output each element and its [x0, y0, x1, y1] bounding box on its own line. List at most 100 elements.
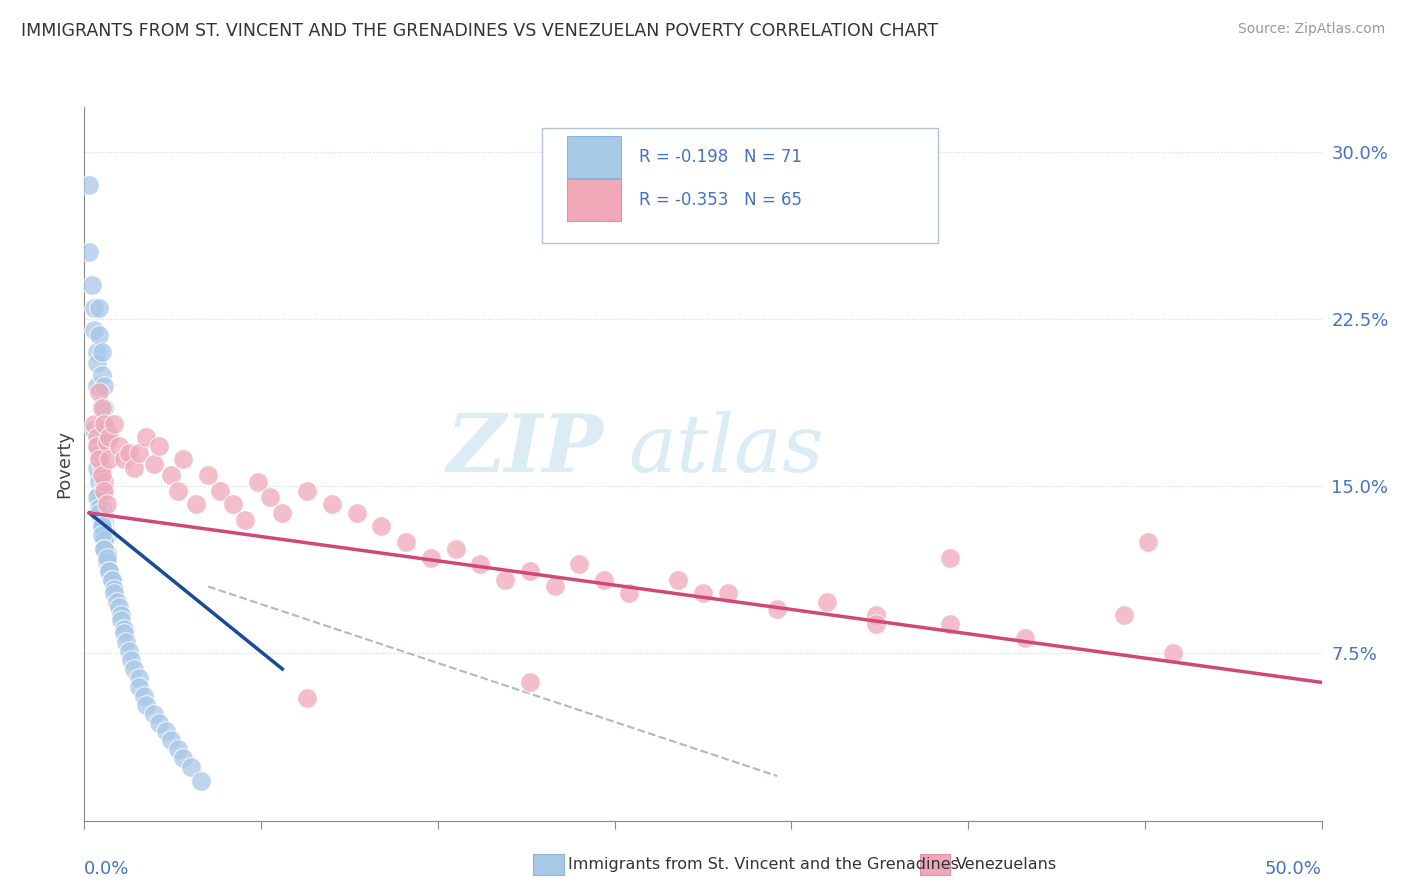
Point [155, 724, 177, 739]
Point [83, 301, 105, 315]
Point [167, 483, 190, 498]
Point [93, 401, 115, 416]
Point [89, 385, 111, 400]
Point [100, 573, 122, 587]
Point [815, 595, 838, 609]
Point [105, 595, 128, 609]
Point [494, 573, 516, 587]
Point [83, 323, 105, 337]
Point [90, 483, 112, 498]
Point [112, 626, 135, 640]
Point [1137, 534, 1160, 549]
Point [100, 573, 122, 587]
Point [110, 613, 132, 627]
Point [135, 698, 157, 712]
Point [83, 424, 105, 438]
Point [93, 541, 115, 556]
Point [939, 617, 962, 632]
Point [419, 550, 441, 565]
Point [89, 506, 111, 520]
Point [395, 534, 418, 549]
Point [142, 457, 165, 471]
Point [89, 445, 111, 460]
Point [233, 512, 256, 526]
Point [190, 773, 212, 788]
Point [865, 608, 887, 623]
Point [370, 519, 392, 533]
Point [197, 467, 219, 482]
Point [90, 515, 112, 529]
Point [98, 452, 121, 467]
Point [108, 599, 131, 614]
Point [89, 475, 111, 489]
Point [80, 278, 103, 293]
Point [90, 461, 112, 475]
Point [86, 439, 108, 453]
Point [1014, 631, 1036, 645]
Point [160, 733, 183, 747]
Point [122, 662, 145, 676]
Point [79, 178, 101, 193]
Point [444, 541, 467, 556]
Point [93, 417, 115, 431]
Point [717, 586, 740, 600]
Point [89, 488, 111, 502]
Point [295, 483, 318, 498]
Point [83, 417, 105, 431]
Point [118, 644, 141, 658]
Point [167, 742, 190, 756]
Point [666, 573, 689, 587]
Point [259, 491, 281, 505]
Point [103, 582, 125, 596]
Point [96, 424, 118, 438]
Point [96, 528, 118, 542]
Text: Source: ZipAtlas.com: Source: ZipAtlas.com [1237, 22, 1385, 37]
Point [112, 452, 135, 467]
Point [98, 430, 121, 444]
Point [93, 541, 115, 556]
Point [939, 550, 962, 565]
Point [172, 751, 194, 765]
Point [593, 573, 616, 587]
Point [98, 564, 121, 578]
Point [90, 501, 112, 516]
Text: 0.0%: 0.0% [84, 860, 129, 878]
Point [617, 586, 640, 600]
Point [142, 706, 165, 721]
Point [89, 501, 111, 516]
Point [86, 378, 108, 392]
Text: R = -0.198   N = 71: R = -0.198 N = 71 [638, 148, 801, 166]
Point [568, 557, 591, 572]
FancyBboxPatch shape [567, 179, 621, 221]
Point [86, 439, 108, 453]
Point [148, 439, 170, 453]
Point [692, 586, 714, 600]
Point [209, 483, 232, 498]
Point [90, 368, 112, 382]
Point [103, 417, 125, 431]
Point [103, 586, 125, 600]
Text: IMMIGRANTS FROM ST. VINCENT AND THE GRENADINES VS VENEZUELAN POVERTY CORRELATION: IMMIGRANTS FROM ST. VINCENT AND THE GREN… [21, 22, 938, 40]
Point [86, 430, 108, 444]
Point [96, 497, 118, 511]
Point [132, 689, 155, 703]
Point [96, 555, 118, 569]
Point [90, 467, 112, 482]
Point [1112, 608, 1135, 623]
Point [86, 356, 108, 371]
FancyBboxPatch shape [543, 128, 938, 243]
Point [90, 401, 112, 416]
Point [766, 602, 789, 616]
FancyBboxPatch shape [567, 136, 621, 178]
Point [112, 622, 135, 636]
Text: ZIP: ZIP [447, 411, 605, 488]
Point [90, 345, 112, 359]
Point [120, 653, 142, 667]
Point [865, 617, 887, 632]
Point [89, 327, 111, 342]
Point [93, 475, 115, 489]
Point [86, 345, 108, 359]
Point [96, 550, 118, 565]
Text: Venezuelans: Venezuelans [956, 857, 1057, 871]
Point [118, 445, 141, 460]
